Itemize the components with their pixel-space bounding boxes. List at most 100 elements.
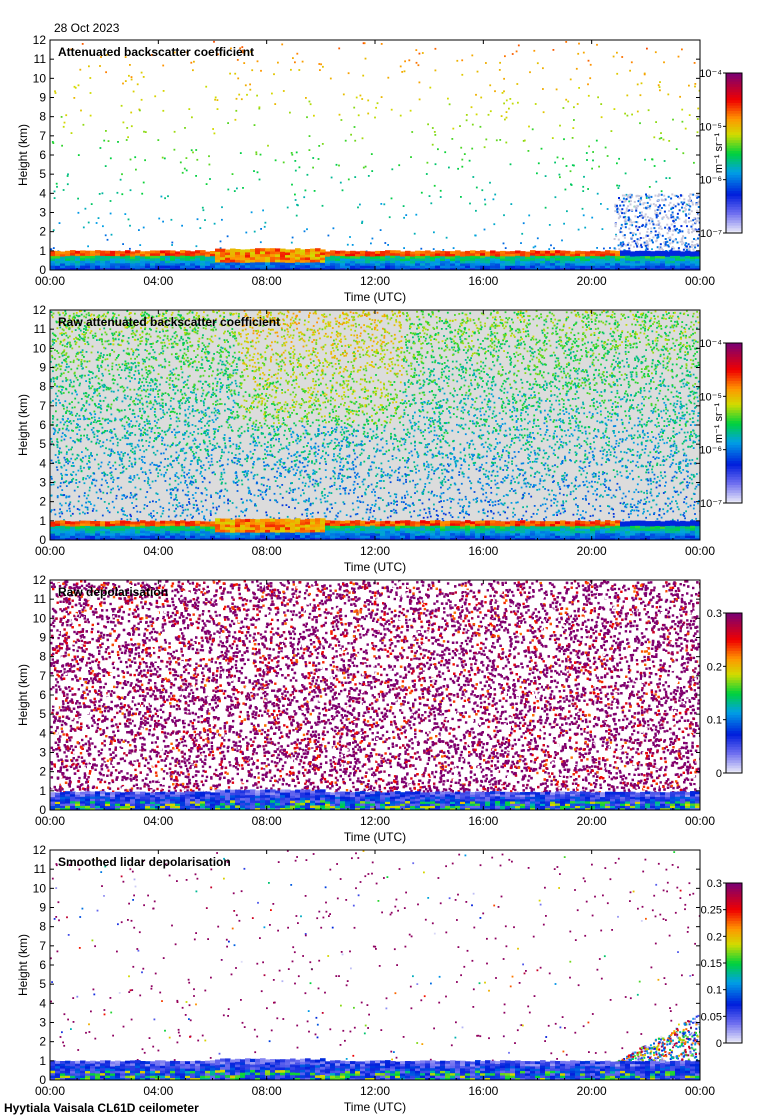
colorbar-tick-label: 0.05: [701, 1011, 722, 1023]
x-axis-label: Time (UTC): [344, 1100, 406, 1114]
y-tick-label: 10: [33, 71, 47, 85]
y-tick-label: 0: [39, 533, 46, 547]
y-tick-label: 10: [33, 341, 47, 355]
colorbar-tick-label: 10⁻⁷: [700, 498, 722, 510]
x-tick-label: 00:00: [685, 544, 715, 558]
colorbar-tick-label: 10⁻⁶: [699, 175, 722, 187]
y-tick-label: 9: [39, 361, 46, 375]
y-tick-label: 5: [39, 167, 46, 181]
heatmap-area: [50, 850, 700, 1080]
colorbar-tick-label: 0: [716, 768, 722, 780]
panel-title: Raw attenuated backscatter coefficient: [58, 315, 280, 329]
y-tick-label: 4: [39, 996, 46, 1010]
instrument-caption: Hyytiala Vaisala CL61D ceilometer: [4, 1101, 199, 1115]
y-tick-label: 2: [39, 1035, 46, 1049]
y-tick-label: 8: [39, 110, 46, 124]
colorbar-tick-label: 10⁻⁴: [699, 68, 722, 80]
y-tick-label: 11: [34, 52, 47, 66]
colorbar-tick-label: 0.3: [707, 878, 722, 890]
x-tick-label: 08:00: [252, 1084, 282, 1098]
heatmap-area: [50, 580, 700, 810]
x-tick-label: 20:00: [577, 274, 607, 288]
x-tick-label: 04:00: [143, 814, 173, 828]
y-tick-label: 8: [39, 380, 46, 394]
y-tick-label: 4: [39, 726, 46, 740]
y-axis-label: Height (km): [16, 394, 30, 456]
y-tick-label: 11: [34, 322, 47, 336]
x-tick-label: 16:00: [468, 814, 498, 828]
x-tick-label: 00:00: [685, 814, 715, 828]
y-tick-label: 1: [39, 244, 46, 258]
y-tick-label: 9: [39, 91, 46, 105]
colorbar-tick-label: 0.2: [707, 661, 722, 673]
panel-title: Raw depolarisation: [58, 585, 168, 599]
y-tick-label: 7: [39, 129, 46, 143]
x-tick-label: 12:00: [360, 544, 390, 558]
y-tick-label: 5: [39, 977, 46, 991]
y-tick-label: 7: [39, 399, 46, 413]
y-tick-label: 0: [39, 1073, 46, 1087]
x-tick-label: 08:00: [252, 814, 282, 828]
x-tick-label: 08:00: [252, 274, 282, 288]
x-tick-label: 04:00: [143, 1084, 173, 1098]
x-tick-label: 00:00: [35, 814, 65, 828]
y-tick-label: 10: [33, 611, 47, 625]
y-tick-label: 1: [39, 784, 46, 798]
x-axis-label: Time (UTC): [344, 560, 406, 574]
y-tick-label: 7: [39, 669, 46, 683]
y-axis-label: Height (km): [16, 664, 30, 726]
y-tick-label: 3: [39, 206, 46, 220]
plot-frame: [49, 849, 701, 1081]
x-tick-label: 20:00: [577, 544, 607, 558]
panel-title: Smoothed lidar depolarisation: [58, 855, 231, 869]
colorbar-tick-label: 0: [716, 1038, 722, 1050]
y-tick-label: 2: [39, 225, 46, 239]
x-tick-label: 16:00: [468, 1084, 498, 1098]
y-tick-label: 11: [34, 862, 47, 876]
y-tick-label: 5: [39, 437, 46, 451]
y-tick-label: 12: [33, 303, 47, 317]
y-tick-label: 1: [39, 1054, 46, 1068]
colorbar-tick-label: 10⁻⁷: [700, 228, 722, 240]
colorbar-units: m⁻¹ sr⁻¹: [713, 403, 725, 444]
colorbar-tick-label: 0.3: [707, 608, 722, 620]
colorbar-tick-label: 10⁻⁵: [699, 121, 722, 133]
x-tick-label: 20:00: [577, 1084, 607, 1098]
plot-frame: [49, 39, 701, 271]
x-tick-label: 16:00: [468, 274, 498, 288]
heatmap-area: [50, 40, 700, 270]
y-tick-label: 6: [39, 148, 46, 162]
x-tick-label: 12:00: [360, 814, 390, 828]
y-tick-label: 1: [39, 514, 46, 528]
colorbar: 10⁻⁴ 10⁻⁵ 10⁻⁶ 10⁻⁷ m⁻¹ sr⁻¹: [699, 68, 743, 240]
y-tick-label: 4: [39, 186, 46, 200]
x-tick-label: 08:00: [252, 544, 282, 558]
colorbar-tick-label: 0.1: [707, 985, 722, 997]
x-tick-label: 12:00: [360, 274, 390, 288]
y-tick-label: 8: [39, 650, 46, 664]
x-tick-label: 00:00: [35, 274, 65, 288]
y-tick-label: 12: [33, 573, 47, 587]
y-axis-label: Height (km): [16, 934, 30, 996]
x-tick-label: 12:00: [360, 1084, 390, 1098]
y-tick-label: 3: [39, 746, 46, 760]
y-tick-label: 6: [39, 958, 46, 972]
x-tick-label: 00:00: [685, 1084, 715, 1098]
y-tick-label: 12: [33, 843, 47, 857]
colorbar-units: m⁻¹ sr⁻¹: [713, 133, 725, 174]
y-tick-label: 9: [39, 631, 46, 645]
x-tick-label: 20:00: [577, 814, 607, 828]
colorbar-tick-label: 0.2: [707, 931, 722, 943]
x-tick-label: 04:00: [143, 274, 173, 288]
y-tick-label: 4: [39, 456, 46, 470]
colorbar-tick-label: 0.25: [701, 905, 722, 917]
colorbar-tick-label: 0.15: [701, 958, 722, 970]
y-tick-label: 3: [39, 476, 46, 490]
y-tick-label: 11: [34, 592, 47, 606]
x-tick-label: 00:00: [685, 274, 715, 288]
